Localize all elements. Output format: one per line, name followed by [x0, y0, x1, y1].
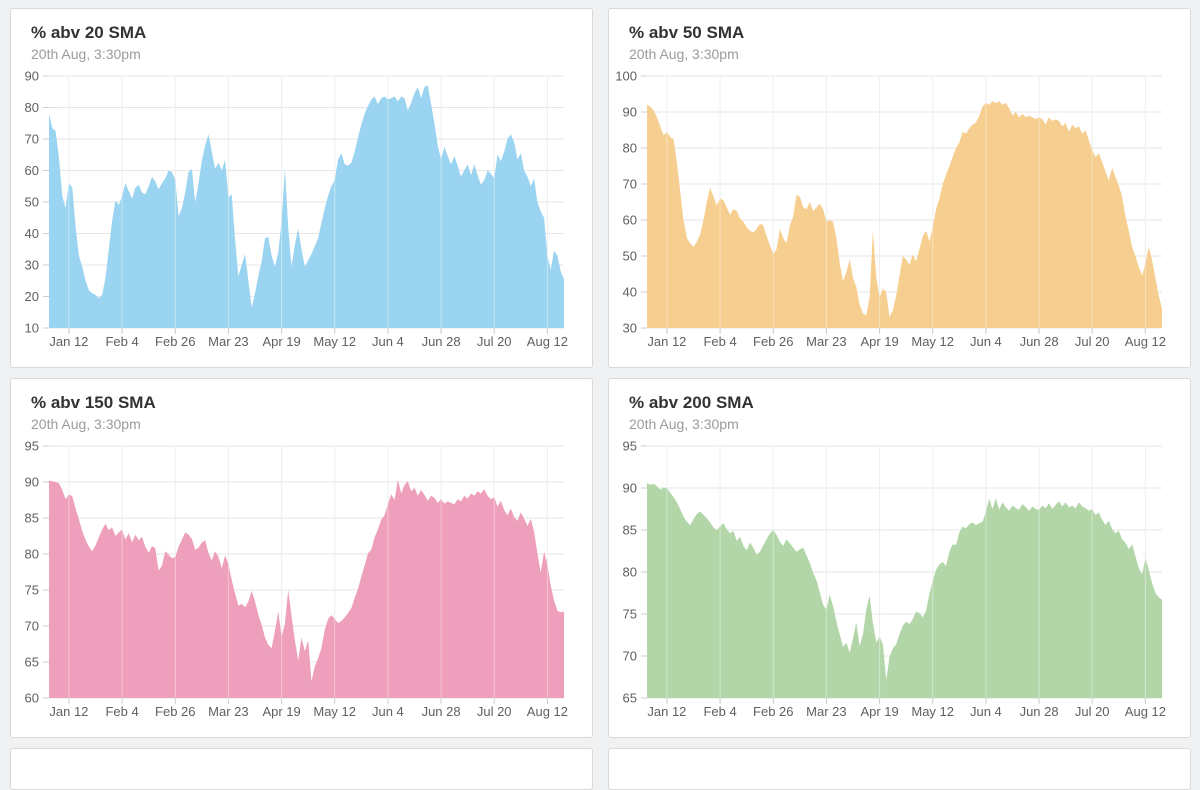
svg-text:Feb 4: Feb 4 — [703, 334, 736, 349]
chart-card-sma200: % abv 200 SMA 20th Aug, 3:30pm 95 90 85 80 7… — [608, 378, 1191, 738]
svg-text:Jul 20: Jul 20 — [1075, 704, 1110, 719]
svg-text:40: 40 — [623, 285, 637, 300]
svg-text:Feb 26: Feb 26 — [753, 704, 793, 719]
svg-text:30: 30 — [25, 258, 39, 273]
svg-text:85: 85 — [25, 511, 39, 526]
svg-text:70: 70 — [623, 649, 637, 664]
svg-text:Apr 19: Apr 19 — [262, 704, 300, 719]
chart-plot-area[interactable]: 90 80 70 60 50 40 30 20 10 Jan 12 Feb 4 Feb 26 Mar 2… — [11, 64, 594, 359]
chart-plot-area[interactable]: 95 90 85 80 75 70 65 60 Jan 12 Feb 4 Feb 26 Mar 23 A… — [11, 434, 594, 729]
svg-text:Apr 19: Apr 19 — [860, 704, 898, 719]
svg-text:30: 30 — [623, 321, 637, 336]
chart-title: % abv 150 SMA — [31, 393, 156, 412]
svg-text:20: 20 — [25, 289, 39, 304]
svg-text:Jan 12: Jan 12 — [49, 704, 88, 719]
svg-text:Jan 12: Jan 12 — [647, 334, 686, 349]
area-chart-sma150[interactable]: 95 90 85 80 75 70 65 60 Jan 12 Feb 4 Feb 26 Mar 23 A… — [11, 434, 594, 729]
svg-text:Jun 4: Jun 4 — [970, 334, 1002, 349]
chart-subtitle: 20th Aug, 3:30pm — [31, 46, 141, 62]
svg-text:70: 70 — [25, 132, 39, 147]
svg-text:40: 40 — [25, 226, 39, 241]
svg-text:May 12: May 12 — [313, 704, 356, 719]
svg-text:75: 75 — [623, 607, 637, 622]
svg-text:95: 95 — [623, 439, 637, 454]
svg-text:May 12: May 12 — [313, 334, 356, 349]
svg-text:Jul 20: Jul 20 — [477, 334, 512, 349]
svg-text:Jul 20: Jul 20 — [477, 704, 512, 719]
svg-text:70: 70 — [25, 619, 39, 634]
svg-text:80: 80 — [25, 100, 39, 115]
svg-text:Jan 12: Jan 12 — [647, 704, 686, 719]
svg-text:90: 90 — [623, 105, 637, 120]
svg-text:Feb 26: Feb 26 — [753, 334, 793, 349]
svg-text:Mar 23: Mar 23 — [208, 704, 248, 719]
svg-text:Jul 20: Jul 20 — [1075, 334, 1110, 349]
svg-text:Feb 4: Feb 4 — [105, 334, 138, 349]
area-chart-sma50[interactable]: 100 90 80 70 60 50 40 30 Jan 12 Feb 4 Feb 26 Mar 23… — [609, 64, 1192, 359]
svg-text:Jan 12: Jan 12 — [49, 334, 88, 349]
svg-text:Feb 4: Feb 4 — [105, 704, 138, 719]
chart-card-sma20: % abv 20 SMA 20th Aug, 3:30pm 90 80 70 60 50… — [10, 8, 593, 368]
svg-text:Feb 26: Feb 26 — [155, 704, 195, 719]
area-chart-sma200[interactable]: 95 90 85 80 75 70 65 Jan 12 Feb 4 Feb 26 Mar 23 Apr… — [609, 434, 1192, 729]
svg-text:Jun 4: Jun 4 — [372, 334, 404, 349]
chart-plot-area[interactable]: 95 90 85 80 75 70 65 Jan 12 Feb 4 Feb 26 Mar 23 Apr… — [609, 434, 1192, 729]
svg-text:65: 65 — [25, 655, 39, 670]
area-chart-sma20[interactable]: 90 80 70 60 50 40 30 20 10 Jan 12 Feb 4 Feb 26 Mar 2… — [11, 64, 594, 359]
svg-text:65: 65 — [623, 691, 637, 706]
svg-text:Jun 28: Jun 28 — [1020, 334, 1059, 349]
svg-text:60: 60 — [25, 163, 39, 178]
svg-text:May 12: May 12 — [911, 334, 954, 349]
svg-text:85: 85 — [623, 523, 637, 538]
chart-subtitle: 20th Aug, 3:30pm — [31, 416, 141, 432]
svg-text:Jun 4: Jun 4 — [970, 704, 1002, 719]
chart-plot-area[interactable]: 100 90 80 70 60 50 40 30 Jan 12 Feb 4 Feb 26 Mar 23… — [609, 64, 1192, 359]
chart-title: % abv 200 SMA — [629, 393, 754, 412]
svg-text:Aug 12: Aug 12 — [527, 704, 568, 719]
chart-title: % abv 50 SMA — [629, 23, 745, 42]
chart-subtitle: 20th Aug, 3:30pm — [629, 416, 739, 432]
svg-text:90: 90 — [25, 69, 39, 84]
svg-text:70: 70 — [623, 177, 637, 192]
svg-text:Feb 4: Feb 4 — [703, 704, 736, 719]
svg-text:Jun 28: Jun 28 — [1020, 704, 1059, 719]
next-row-card-right — [608, 748, 1191, 790]
svg-text:90: 90 — [623, 481, 637, 496]
svg-text:80: 80 — [623, 141, 637, 156]
svg-text:50: 50 — [623, 249, 637, 264]
svg-text:Jun 28: Jun 28 — [422, 704, 461, 719]
chart-subtitle: 20th Aug, 3:30pm — [629, 46, 739, 62]
svg-text:Mar 23: Mar 23 — [806, 334, 846, 349]
svg-text:80: 80 — [623, 565, 637, 580]
svg-text:Feb 26: Feb 26 — [155, 334, 195, 349]
chart-card-sma150: % abv 150 SMA 20th Aug, 3:30pm 95 90 85 80 7… — [10, 378, 593, 738]
svg-text:Apr 19: Apr 19 — [860, 334, 898, 349]
svg-text:75: 75 — [25, 583, 39, 598]
svg-text:50: 50 — [25, 195, 39, 210]
svg-text:Aug 12: Aug 12 — [1125, 334, 1166, 349]
svg-text:60: 60 — [623, 213, 637, 228]
svg-text:10: 10 — [25, 321, 39, 336]
chart-title: % abv 20 SMA — [31, 23, 147, 42]
svg-text:Aug 12: Aug 12 — [527, 334, 568, 349]
svg-text:Mar 23: Mar 23 — [208, 334, 248, 349]
svg-text:Aug 12: Aug 12 — [1125, 704, 1166, 719]
dashboard-page: { "page": { "background": "#f0f1f2" }, "… — [10, 8, 1191, 790]
svg-text:Jun 4: Jun 4 — [372, 704, 404, 719]
svg-text:80: 80 — [25, 547, 39, 562]
svg-text:Jun 28: Jun 28 — [422, 334, 461, 349]
next-row-card-left — [10, 748, 593, 790]
svg-text:60: 60 — [25, 691, 39, 706]
svg-text:100: 100 — [615, 69, 637, 84]
svg-text:90: 90 — [25, 475, 39, 490]
chart-card-sma50: % abv 50 SMA 20th Aug, 3:30pm 100 90 80 70 6… — [608, 8, 1191, 368]
svg-text:95: 95 — [25, 439, 39, 454]
svg-text:May 12: May 12 — [911, 704, 954, 719]
svg-text:Apr 19: Apr 19 — [262, 334, 300, 349]
svg-text:Mar 23: Mar 23 — [806, 704, 846, 719]
